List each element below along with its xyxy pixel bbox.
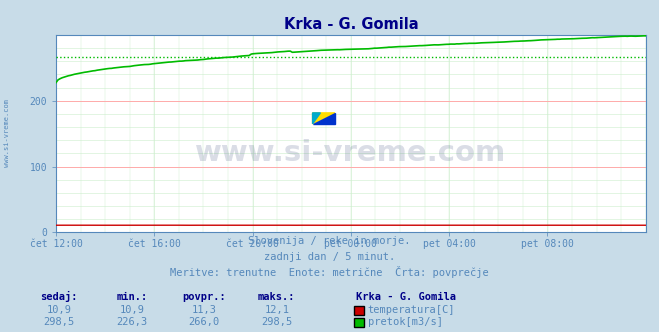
Title: Krka - G. Gomila: Krka - G. Gomila: [283, 17, 418, 32]
Text: www.si-vreme.com: www.si-vreme.com: [3, 99, 10, 167]
Text: www.si-vreme.com: www.si-vreme.com: [195, 139, 507, 167]
Text: 226,3: 226,3: [116, 317, 148, 327]
Text: 11,3: 11,3: [192, 305, 217, 315]
Text: sedaj:: sedaj:: [41, 291, 78, 302]
Text: 298,5: 298,5: [43, 317, 75, 327]
Text: 12,1: 12,1: [264, 305, 289, 315]
Text: maks.:: maks.:: [258, 292, 295, 302]
Text: temperatura[C]: temperatura[C]: [368, 305, 455, 315]
Text: Meritve: trenutne  Enote: metrične  Črta: povprečje: Meritve: trenutne Enote: metrične Črta: …: [170, 266, 489, 278]
Polygon shape: [312, 113, 320, 124]
Text: 10,9: 10,9: [47, 305, 72, 315]
Text: 10,9: 10,9: [119, 305, 144, 315]
Text: Krka - G. Gomila: Krka - G. Gomila: [356, 292, 456, 302]
Polygon shape: [312, 113, 335, 124]
Polygon shape: [312, 113, 335, 124]
Text: povpr.:: povpr.:: [183, 292, 226, 302]
Text: 266,0: 266,0: [188, 317, 220, 327]
Text: zadnji dan / 5 minut.: zadnji dan / 5 minut.: [264, 252, 395, 262]
Text: pretok[m3/s]: pretok[m3/s]: [368, 317, 443, 327]
Text: 298,5: 298,5: [261, 317, 293, 327]
Text: min.:: min.:: [116, 292, 148, 302]
Text: Slovenija / reke in morje.: Slovenija / reke in morje.: [248, 236, 411, 246]
